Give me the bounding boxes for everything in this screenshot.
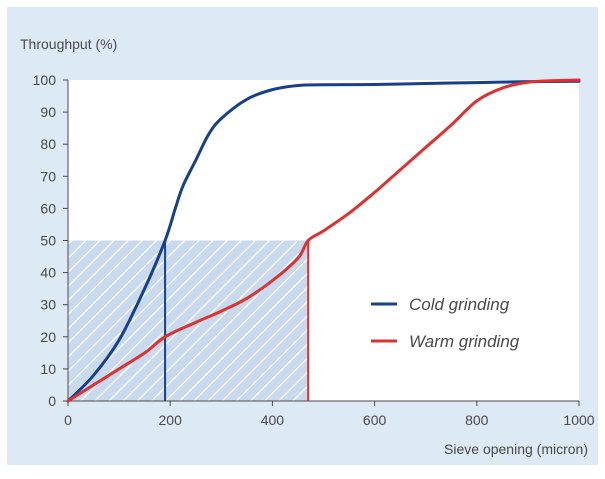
series-lines — [66, 78, 581, 403]
legend-item-cold-grinding: Cold grinding — [371, 295, 510, 314]
y-tick-label: 80 — [40, 136, 56, 152]
x-axis: 0 200 400 600 800 1000 — [64, 401, 595, 428]
drop-lines — [164, 240, 310, 401]
y-tick-label: 10 — [40, 361, 56, 377]
series-line-warm-grinding — [66, 78, 581, 403]
y-axis: 0 10 20 30 40 50 60 70 80 90 100 — [33, 72, 68, 409]
y-tick-label: 50 — [40, 233, 56, 249]
y-tick-label: 0 — [48, 393, 56, 409]
x-tick-label: 400 — [261, 412, 285, 428]
y-tick-label: 100 — [33, 72, 57, 88]
legend: Cold grinding Warm grinding — [371, 295, 520, 351]
x-tick-label: 1000 — [563, 412, 594, 428]
y-tick-label: 40 — [40, 265, 56, 281]
x-tick-label: 0 — [64, 412, 72, 428]
series-line-cold-grinding — [66, 79, 581, 403]
legend-label: Warm grinding — [409, 332, 520, 351]
y-tick-label: 20 — [40, 329, 56, 345]
x-tick-label: 800 — [465, 412, 489, 428]
x-tick-label: 600 — [363, 412, 387, 428]
y-tick-label: 90 — [40, 104, 56, 120]
legend-item-warm-grinding: Warm grinding — [371, 332, 520, 351]
y-axis-label: Throughput (%) — [20, 36, 118, 52]
y-tick-label: 60 — [40, 200, 56, 216]
x-tick-label: 200 — [159, 412, 183, 428]
y-tick-label: 70 — [40, 168, 56, 184]
legend-label: Cold grinding — [409, 295, 510, 314]
x-axis-label: Sieve opening (micron) — [444, 441, 588, 457]
y-tick-label: 30 — [40, 297, 56, 313]
